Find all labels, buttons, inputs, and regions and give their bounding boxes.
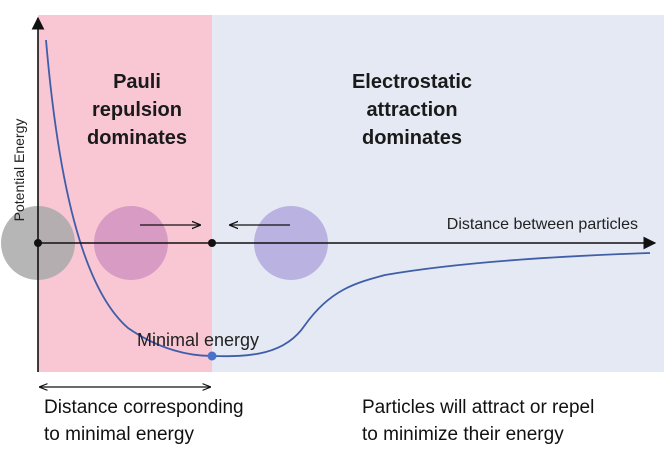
energy-note-line-1: Particles will attract or repel [362,397,595,418]
distance-note: Distance corresponding to minimal energy [44,394,244,448]
x-axis-label: Distance between particles [447,216,638,233]
distance-note-line-1: Distance corresponding [44,397,244,418]
repulsion-title-line-2: repulsion [92,99,182,121]
potential-energy-curve [45,39,651,358]
origin-point [34,239,42,247]
minimum-energy-point [207,351,217,361]
energy-note: Particles will attract or repel to minim… [362,394,594,448]
attraction-title-line-2: attraction [366,99,457,121]
equilibrium-point [208,239,216,247]
distance-note-line-2: to minimal energy [44,424,194,445]
attraction-region [212,15,664,372]
minimum-energy-label: Minimal energy [137,330,259,350]
repulsion-title-line-1: Pauli [113,71,161,93]
attraction-title-line-3: dominates [362,127,462,149]
y-axis-label: Potential Energy [11,119,27,222]
attraction-title-line-1: Electrostatic [352,71,472,93]
energy-note-line-2: to minimize their energy [362,424,564,445]
repulsion-region [38,15,212,372]
repulsion-title-line-3: dominates [87,127,187,149]
